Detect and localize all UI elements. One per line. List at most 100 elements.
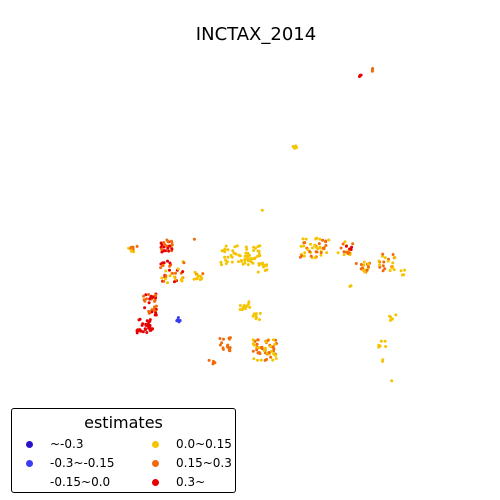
map-point <box>273 353 277 357</box>
map-point <box>153 299 156 303</box>
map-point <box>172 275 176 279</box>
map-point <box>308 250 312 254</box>
map-point <box>265 263 269 267</box>
map-point <box>301 237 305 241</box>
map-point <box>263 269 267 272</box>
map-point <box>243 257 247 261</box>
map-point <box>245 304 249 308</box>
map-point <box>224 244 228 248</box>
map-point <box>148 318 152 322</box>
map-point <box>167 249 171 253</box>
map-point <box>377 343 381 347</box>
map-point <box>220 263 223 267</box>
map-point <box>140 323 144 327</box>
map-point <box>390 379 394 383</box>
map-point <box>246 251 250 255</box>
map-point <box>257 346 261 350</box>
map-point <box>359 263 363 266</box>
map-point <box>164 277 167 281</box>
map-point <box>222 249 225 253</box>
map-point <box>347 251 351 254</box>
map-point <box>164 274 168 277</box>
map-point <box>235 244 239 248</box>
map-title: INCTAX_2014 <box>195 24 317 45</box>
map-point <box>181 270 185 274</box>
map-point <box>381 264 385 268</box>
legend-marker <box>152 479 159 486</box>
map-point <box>321 238 325 242</box>
map-point <box>192 237 196 241</box>
map-point <box>245 247 249 251</box>
map-point <box>254 246 258 250</box>
map-point <box>225 260 229 264</box>
map-point <box>166 246 170 250</box>
map-point <box>238 308 242 311</box>
map-point <box>147 293 151 296</box>
map-point <box>246 259 250 263</box>
map-point <box>148 326 152 330</box>
map-point <box>378 263 381 267</box>
map-point <box>162 245 166 249</box>
map-point <box>229 254 233 257</box>
map-point <box>399 269 403 273</box>
map-point <box>194 277 198 281</box>
map-point <box>316 247 320 251</box>
map-point <box>381 252 385 256</box>
map-point <box>161 264 165 268</box>
map-point <box>274 357 278 360</box>
map-point <box>348 284 352 288</box>
map-point <box>168 274 172 278</box>
legend-marker <box>152 441 159 448</box>
map-point <box>393 255 397 259</box>
map-point <box>255 342 259 346</box>
map-point <box>142 298 146 302</box>
map-point <box>174 271 177 275</box>
map-point <box>249 257 253 260</box>
map-point <box>173 280 176 284</box>
map-point <box>163 243 167 247</box>
map-point <box>388 314 392 318</box>
map-point <box>146 322 150 325</box>
map-point <box>252 357 256 361</box>
map-point <box>180 276 184 280</box>
map-point <box>166 281 169 285</box>
map-point <box>392 268 396 272</box>
map-point <box>319 251 323 255</box>
map-point <box>386 259 390 263</box>
map-point <box>230 260 234 264</box>
map-point <box>147 301 151 305</box>
map-point <box>344 244 348 248</box>
map-point <box>400 273 404 277</box>
map-point <box>201 272 205 276</box>
map-point <box>170 243 174 247</box>
map-point <box>251 314 255 318</box>
map-point <box>162 261 166 265</box>
map-point <box>222 337 225 341</box>
map-point <box>228 336 232 340</box>
map-point <box>198 278 202 282</box>
map-point <box>193 270 197 274</box>
map-point <box>252 249 256 252</box>
map-point <box>271 358 275 362</box>
map-point <box>379 339 383 343</box>
map-point <box>233 245 237 249</box>
legend-label: ~-0.3 <box>50 437 84 451</box>
map-point <box>327 238 331 242</box>
map-point <box>164 269 168 273</box>
map-point <box>383 267 387 271</box>
map-point <box>243 254 247 258</box>
map-point <box>309 254 313 258</box>
map-point <box>354 262 358 265</box>
map-point <box>218 337 222 340</box>
map-point <box>164 249 167 253</box>
map-point <box>225 344 229 348</box>
map-point <box>262 349 266 353</box>
map-point <box>171 271 174 275</box>
legend-marker <box>26 460 33 467</box>
map-point <box>362 269 365 272</box>
map-point <box>168 268 171 272</box>
map-point <box>256 270 260 274</box>
map-point <box>262 265 265 269</box>
map-point <box>159 266 163 270</box>
map-point <box>264 340 268 344</box>
